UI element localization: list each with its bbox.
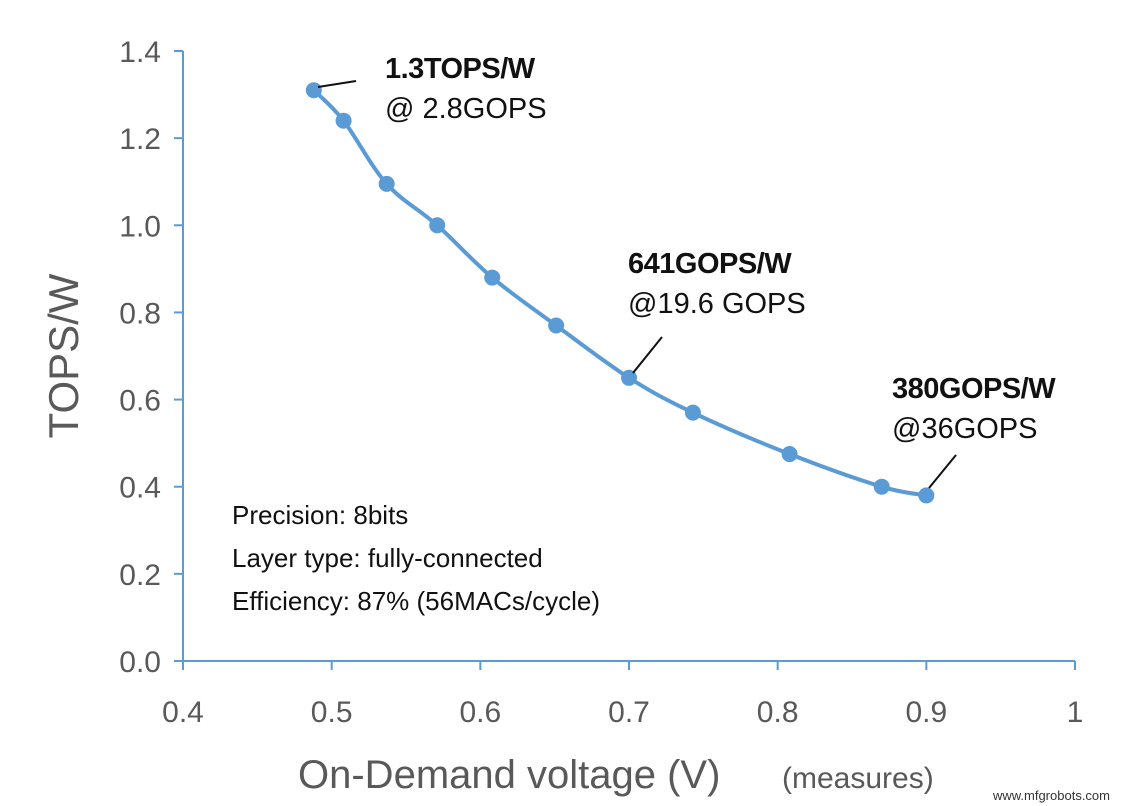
data-point	[873, 478, 890, 495]
data-point	[684, 404, 701, 421]
x-tick-label: 1	[1067, 696, 1084, 729]
data-point	[781, 446, 798, 463]
annotation-throughput: @19.6 GOPS	[628, 288, 806, 320]
annotation-leaders	[317, 80, 957, 489]
annotation-efficiency: 380GOPS/W	[892, 373, 1056, 405]
data-point	[918, 487, 935, 504]
chart-note: Efficiency: 87% (56MACs/cycle)	[232, 586, 600, 616]
annotations: 1.3TOPS/W @ 2.8GOPS 641GOPS/W @19.6 GOPS 380…	[385, 53, 1057, 445]
annotation-leader	[928, 454, 957, 489]
data-point	[335, 112, 352, 129]
x-axis-title: On-Demand voltage (V)	[298, 753, 720, 797]
data-point	[378, 175, 395, 192]
watermark: www.mfgrobots.com	[992, 788, 1110, 803]
y-tick-label: 0.2	[119, 559, 161, 592]
series-line	[312, 88, 927, 498]
annotation-throughput: @ 2.8GOPS	[385, 93, 547, 125]
y-tick-label: 1.4	[119, 36, 161, 69]
x-tick-label: 0.4	[162, 696, 204, 729]
y-axis-title: TOPS/W	[40, 273, 87, 438]
y-tick-label: 0.4	[119, 472, 161, 505]
data-point	[621, 369, 637, 386]
data-point	[484, 269, 501, 286]
y-axis-ticks: 0.0 0.2 0.4 0.6 0.8 1.0 1.2 1.4	[119, 36, 183, 679]
annotation-leader	[632, 336, 663, 374]
x-axis-ticks: 0.4 0.5 0.6 0.7 0.8 0.9 1	[162, 661, 1083, 729]
x-tick-label: 0.8	[757, 696, 799, 729]
x-tick-label: 0.9	[905, 696, 947, 729]
annotation-leader	[317, 80, 357, 88]
series-group	[305, 82, 935, 504]
annotation-efficiency: 641GOPS/W	[628, 248, 792, 280]
x-tick-label: 0.7	[608, 696, 650, 729]
chart-note: Precision: 8bits	[232, 500, 408, 530]
y-tick-label: 1.0	[119, 210, 161, 243]
annotation-efficiency: 1.3TOPS/W	[385, 53, 536, 85]
data-point	[305, 82, 322, 99]
chart-notes: Precision: 8bits Layer type: fully-connec…	[232, 500, 600, 616]
y-tick-label: 0.8	[119, 297, 161, 330]
annotation-throughput: @36GOPS	[892, 413, 1038, 445]
y-tick-label: 1.2	[119, 123, 161, 156]
data-point	[548, 317, 565, 334]
y-tick-label: 0.0	[119, 646, 161, 679]
y-tick-label: 0.6	[119, 385, 161, 418]
data-point	[429, 217, 446, 234]
chart-note: Layer type: fully-connected	[232, 543, 543, 573]
x-tick-label: 0.5	[311, 696, 353, 729]
x-axis-title-note: (measures)	[782, 762, 934, 795]
x-tick-label: 0.6	[459, 696, 501, 729]
